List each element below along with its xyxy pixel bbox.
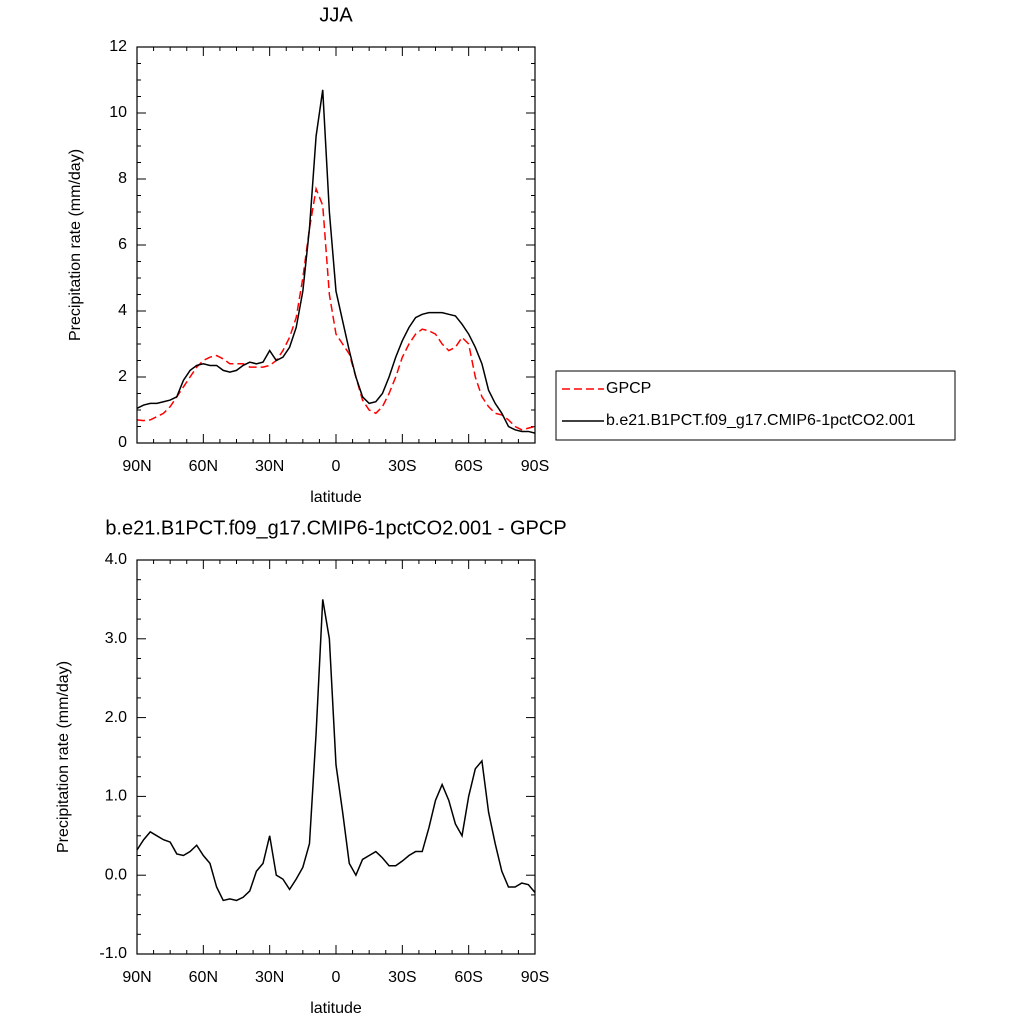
- legend-label: GPCP: [606, 380, 651, 397]
- plot-frame: [136, 46, 536, 444]
- chart-title: JJA: [319, 4, 353, 26]
- y-tick-label: 8: [118, 170, 127, 187]
- x-tick-label: 90S: [521, 458, 549, 475]
- x-tick-label: 30N: [255, 969, 284, 986]
- x-tick-label: 90N: [122, 969, 151, 986]
- x-tick-label: 60N: [189, 458, 218, 475]
- legend-box: [555, 370, 956, 441]
- y-tick-label: 3.0: [105, 630, 127, 647]
- x-tick-label: 30N: [255, 458, 284, 475]
- y-tick-label: 6: [118, 236, 127, 253]
- x-axis-label: latitude: [310, 1000, 362, 1017]
- chart-title: b.e21.B1PCT.f09_g17.CMIP6-1pctCO2.001 - …: [105, 517, 566, 539]
- series-line: [136, 89, 536, 434]
- y-tick-label: 2: [118, 368, 127, 385]
- y-tick-label: 1.0: [105, 788, 127, 805]
- x-tick-label: 30S: [388, 969, 416, 986]
- y-tick-label: 12: [109, 38, 127, 55]
- y-tick-label: 0: [118, 434, 127, 451]
- x-tick-label: 0: [332, 458, 341, 475]
- y-tick-label: 2.0: [105, 709, 127, 726]
- x-tick-label: 60S: [454, 969, 482, 986]
- series-line: [136, 186, 536, 431]
- x-tick-label: 0: [332, 969, 341, 986]
- x-tick-label: 30S: [388, 458, 416, 475]
- y-tick-label: 4.0: [105, 551, 127, 568]
- x-axis-label: latitude: [310, 489, 362, 506]
- y-tick-label: 4: [118, 302, 127, 319]
- x-tick-label: 60S: [454, 458, 482, 475]
- plot-frame: [136, 559, 536, 955]
- x-tick-label: 90S: [521, 969, 549, 986]
- series-line: [136, 599, 536, 902]
- x-tick-label: 90N: [122, 458, 151, 475]
- y-axis-label: Precipitation rate (mm/day): [67, 149, 84, 341]
- y-tick-label: 10: [109, 104, 127, 121]
- y-axis-label: Precipitation rate (mm/day): [55, 661, 72, 853]
- legend-label: b.e21.B1PCT.f09_g17.CMIP6-1pctCO2.001: [606, 412, 916, 429]
- y-tick-label: -1.0: [99, 945, 127, 962]
- y-tick-label: 0.0: [105, 866, 127, 883]
- x-tick-label: 60N: [189, 969, 218, 986]
